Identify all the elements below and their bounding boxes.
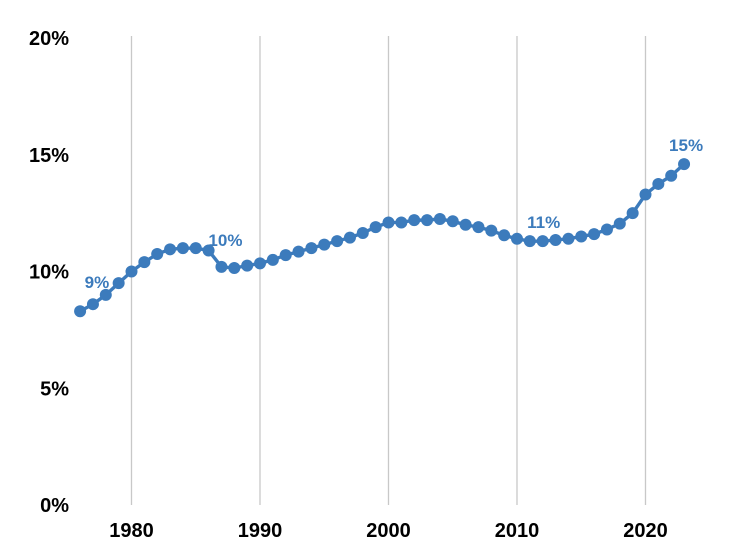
data-point [395,216,408,229]
data-point [549,233,562,246]
data-point [665,169,678,182]
point-value-label: 10% [208,231,242,250]
data-point [318,238,331,251]
data-point [575,230,588,243]
data-point [498,229,511,242]
data-point [99,288,112,301]
y-axis-tick-label: 5% [40,378,69,400]
data-point [112,277,125,290]
y-axis-tick-label: 20% [29,28,69,50]
y-axis-tick-label: 10% [29,262,69,284]
data-point [138,256,151,269]
data-point [382,216,395,229]
data-point [523,235,536,248]
data-point [189,242,202,255]
data-point [678,158,691,171]
data-point [356,226,369,239]
data-point [202,244,215,257]
data-point [369,221,382,234]
data-point [626,207,639,220]
data-point [279,249,292,262]
data-point [408,214,421,227]
data-point [588,228,601,241]
data-point [600,223,613,236]
point-value-label: 9% [85,273,110,292]
data-point [176,242,189,255]
x-axis-tick-label: 2010 [495,520,540,542]
data-point [74,305,87,318]
data-point [343,231,356,244]
data-point [472,221,485,234]
y-axis-tick-label: 15% [29,145,69,167]
data-point [433,212,446,225]
data-point [151,247,164,260]
data-point [459,218,472,231]
data-point [485,224,498,237]
point-value-label: 11% [527,213,560,232]
data-point [562,232,575,245]
data-point [446,215,459,228]
data-point [331,235,344,248]
data-point [536,235,549,248]
data-point [511,232,523,245]
x-axis-tick-label: 2020 [623,520,668,542]
data-point [164,243,177,256]
data-point [421,214,434,227]
data-point [241,259,254,272]
data-point [292,245,305,258]
x-axis-tick-label: 1980 [109,520,154,542]
data-point [652,177,665,190]
data-point [254,257,266,270]
data-point [266,253,279,266]
data-point [228,261,241,274]
x-axis-tick-label: 2000 [366,520,411,542]
data-point [305,242,318,255]
data-point [613,217,626,230]
y-axis-tick-label: 0% [40,495,69,517]
data-point [215,260,228,273]
x-axis-tick-label: 1990 [238,520,283,542]
point-value-label: 15% [669,136,703,155]
data-point [125,265,138,278]
data-point [639,188,652,201]
data-point [86,298,99,311]
